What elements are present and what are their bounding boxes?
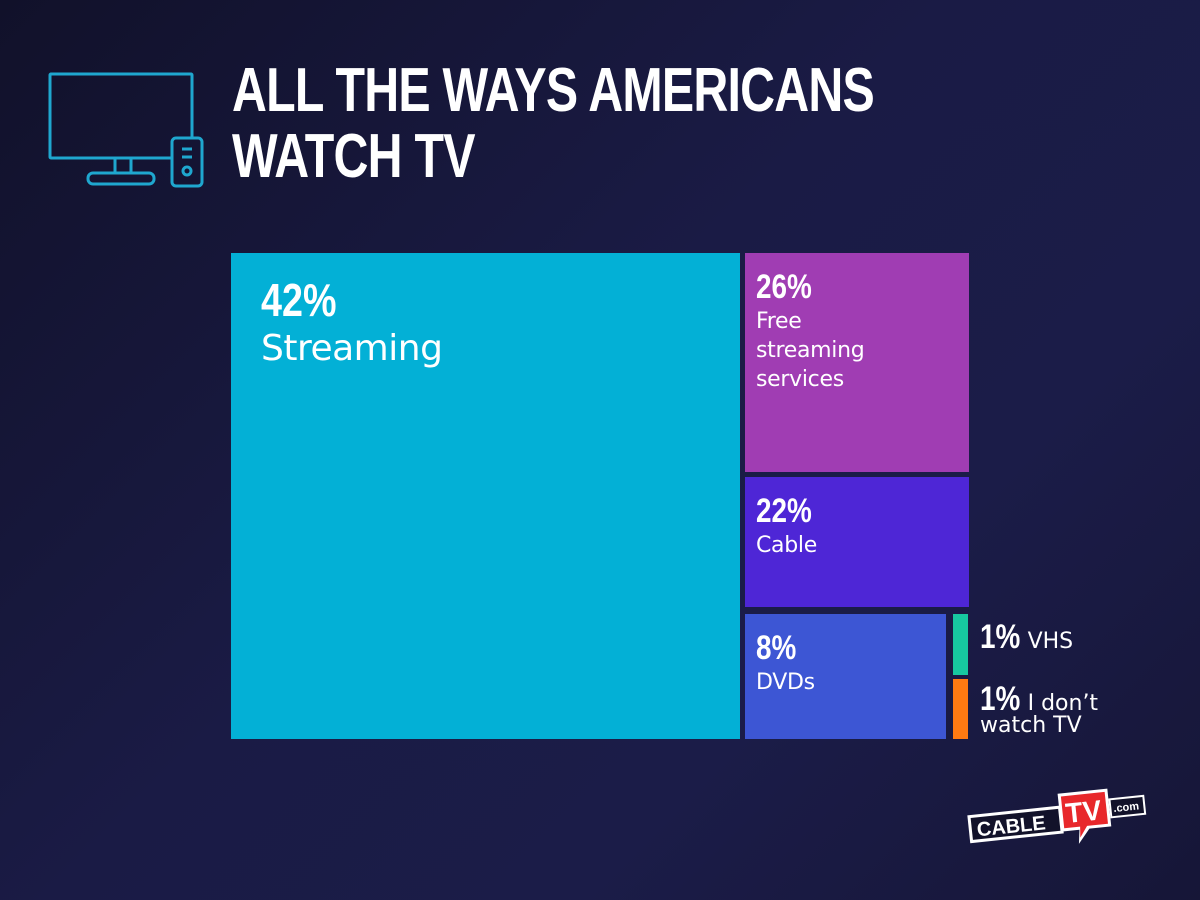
free-streaming-label-1: Free — [756, 309, 802, 334]
logo-word-tv: TV — [1064, 794, 1103, 829]
logo-suffix: .com — [1113, 800, 1140, 815]
page-title: ALL THE WAYS AMERICANS WATCH TV — [232, 56, 875, 191]
dont-watch-percent: 1% — [980, 680, 1021, 718]
dont-watch-annotation: 1% I don’t watch TV — [980, 680, 1150, 738]
tile-vhs — [953, 614, 968, 675]
free-streaming-label-3: services — [756, 367, 844, 392]
tile-dont-watch — [953, 679, 968, 739]
dvds-label: DVDs — [756, 670, 815, 695]
cable-percent: 22% — [756, 492, 812, 530]
vhs-annotation: 1% VHS — [980, 618, 1073, 656]
tile-streaming: 42% Streaming — [231, 253, 740, 739]
cable-label: Cable — [756, 533, 817, 558]
tv-monitor-icon — [48, 72, 204, 188]
title-line-2: WATCH TV — [232, 122, 475, 191]
vhs-label: VHS — [1027, 629, 1074, 654]
cabletv-logo: CABLE TV .com — [967, 788, 1147, 844]
tile-dvds: 8% DVDs — [745, 614, 946, 739]
dont-watch-label-1: I don’t — [1027, 691, 1099, 716]
free-streaming-percent: 26% — [756, 268, 812, 306]
free-streaming-label-2: streaming — [756, 338, 865, 363]
tile-free-streaming: 26% Free streaming services — [745, 253, 969, 472]
dont-watch-label-2: watch TV — [980, 713, 1082, 738]
vhs-percent: 1% — [980, 618, 1021, 656]
streaming-percent: 42% — [261, 274, 337, 326]
tile-cable: 22% Cable — [745, 477, 969, 607]
title-line-1: ALL THE WAYS AMERICANS — [232, 56, 875, 125]
dvds-percent: 8% — [756, 629, 797, 667]
streaming-label: Streaming — [261, 328, 443, 369]
